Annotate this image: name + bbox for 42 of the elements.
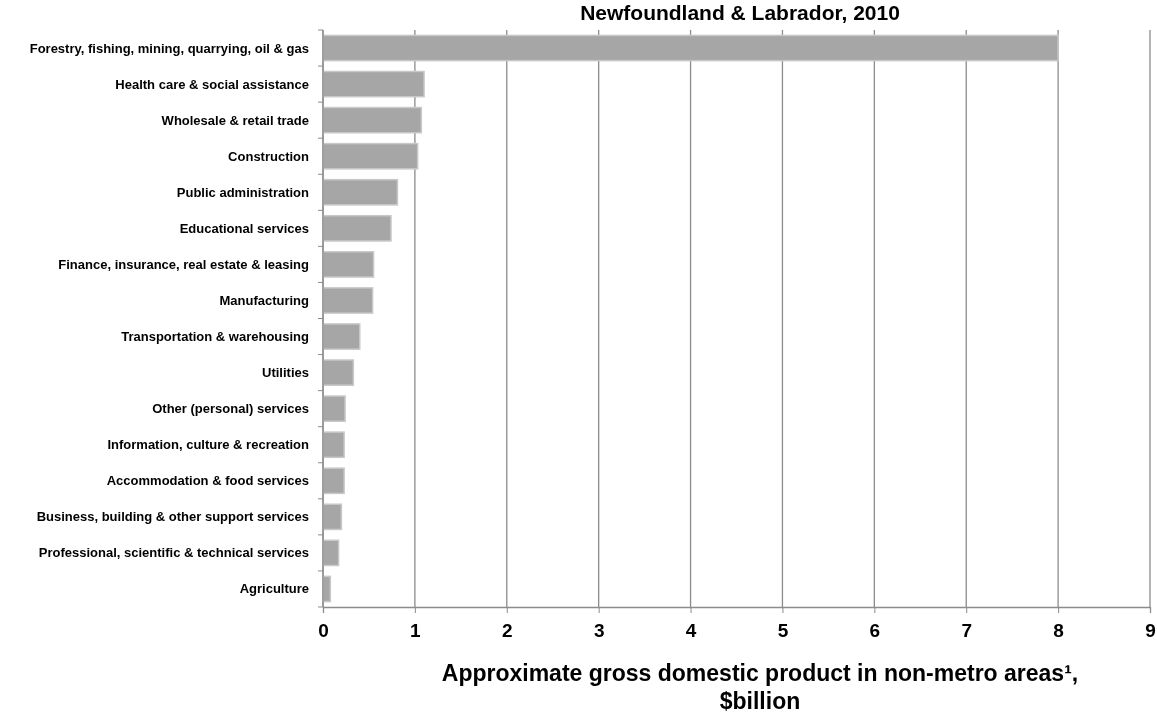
bar — [322, 395, 346, 423]
bar — [322, 178, 399, 206]
bar — [322, 142, 419, 170]
bar — [322, 106, 423, 134]
bar — [322, 70, 425, 98]
x-tick-label: 6 — [869, 619, 881, 641]
bar — [322, 503, 343, 531]
y-tick-label: Other (personal) services — [152, 401, 309, 417]
x-tick-label: 9 — [1145, 619, 1156, 641]
x-tick-label: 7 — [961, 619, 973, 641]
bar — [322, 34, 1059, 62]
y-tick-label: Finance, insurance, real estate & leasing — [58, 256, 310, 272]
y-tick-label: Public administration — [176, 184, 310, 200]
text: Approximate gross domestic product in non-metro areas¹, $billion — [441, 660, 1079, 714]
x-tick-label: 4 — [685, 619, 697, 641]
x-tick-label: 5 — [777, 619, 789, 641]
y-tick-label: Construction — [228, 148, 310, 164]
y-tick-label: Accommodation & food services — [106, 473, 309, 489]
y-tick-label: Transportation & warehousing — [121, 329, 310, 345]
x-tick-label: 0 — [318, 619, 329, 641]
bar — [322, 467, 345, 495]
x-tick-label: 3 — [593, 619, 605, 641]
y-tick-label: Agriculture — [239, 581, 309, 597]
bar — [322, 323, 361, 350]
y-tick-label: Health care & social assistance — [115, 76, 309, 92]
y-tick-label: Professional, scientific & technical services — [38, 545, 309, 561]
chart-title: Newfoundland & Labrador, 2010 — [580, 1, 900, 24]
x-tick-label: 1 — [410, 619, 422, 641]
bar — [322, 214, 392, 242]
bar — [322, 251, 375, 278]
y-tick-label: Business, building & other support services — [36, 509, 309, 525]
y-tick-label: Utilities — [262, 365, 309, 381]
bar — [322, 287, 374, 314]
y-tick-label: Manufacturing — [219, 292, 310, 308]
y-tick-label: Educational services — [179, 220, 309, 236]
bar — [322, 359, 355, 386]
x-tick-label: 8 — [1053, 619, 1064, 641]
y-tick-label: Forestry, fishing, mining, quarrying, oil & gas — [29, 40, 309, 56]
y-tick-label: Wholesale & retail trade — [161, 112, 309, 128]
x-tick-label: 2 — [501, 619, 513, 641]
y-tick-label: Information, culture & recreation — [107, 437, 310, 453]
bar — [322, 431, 345, 459]
